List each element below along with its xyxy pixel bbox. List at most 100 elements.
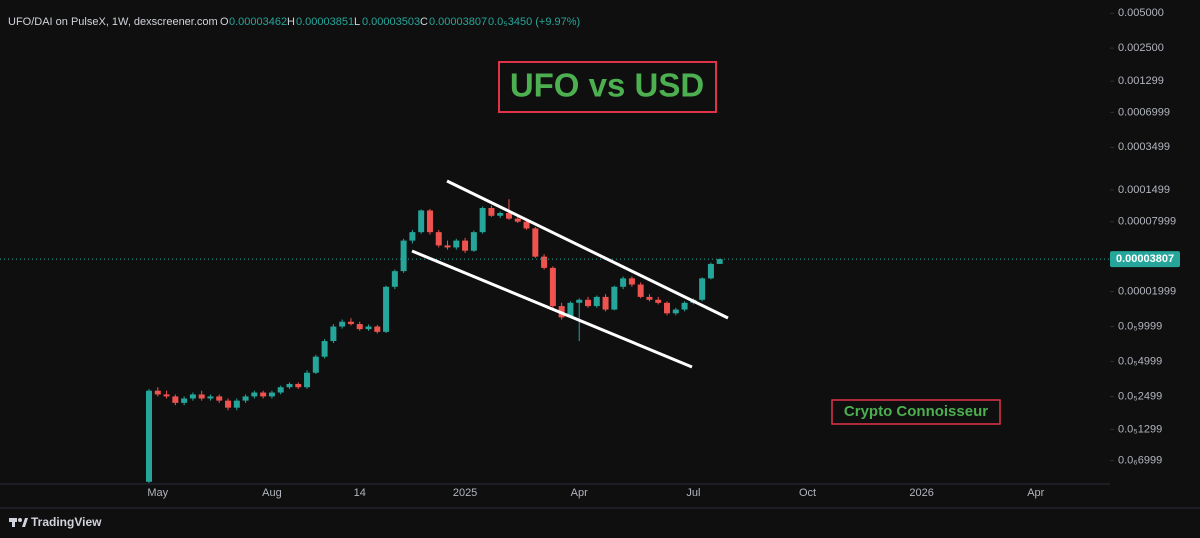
candle-body [707,263,714,279]
candle-body [699,278,706,300]
candle-body [207,396,214,399]
x-tick-label: Oct [799,487,816,499]
last-price-box [1110,251,1180,268]
header-change: 0.0₅3450 (+9.97%) [488,16,580,28]
header-value: 0.00003503 [362,16,420,28]
candle-body [576,299,583,303]
y-tick-label: 0.0₆6999 [1118,455,1162,467]
candle-body [365,326,372,330]
trend-line [411,249,693,369]
candle-body [312,356,319,373]
candle-body [523,221,530,229]
y-tick-label: 0.0₅9999 [1118,320,1162,332]
candle-body [611,286,618,310]
y-tick-label: 0.005000 [1118,7,1164,19]
x-tick-label: Apr [571,487,588,499]
header-symbol: UFO/DAI on PulseX, 1W, dexscreener.com [8,16,218,28]
x-tick-label: Aug [262,487,282,499]
candle-body [233,400,240,408]
candle-body [462,240,469,251]
candle-body [532,228,539,257]
candle-body [716,259,723,264]
candle-body [585,299,591,307]
candle-body [470,232,477,251]
y-tick-label: 0.00007999 [1118,216,1176,228]
candle-body [567,302,574,318]
candle-body [295,383,302,388]
candle-body [356,324,363,330]
candle-body [146,390,152,482]
candle-body [602,296,609,310]
y-tick-label: 0.001299 [1118,75,1164,87]
brand-logo [9,518,28,527]
candle-body [672,309,679,314]
candle-body [400,240,407,272]
candle-body [260,392,267,397]
candle-body [593,296,600,307]
candle-body [242,396,249,401]
candle-body [418,210,425,233]
plot-area [0,199,1110,483]
candle-body [321,341,328,357]
candle-body [251,392,258,397]
header-key: H [287,16,295,28]
y-tick-label: 0.0003499 [1118,141,1170,153]
header-key: L [354,16,360,28]
logo-shape [18,518,22,522]
candle-body [181,398,188,403]
annotation: Crypto Connoisseur [844,403,988,420]
title-box [498,61,717,113]
brand: TradingView [31,515,102,529]
x-tick-label: 14 [354,487,366,499]
header-value: 0.00003462 [229,16,287,28]
candle-body [655,299,662,303]
header-value: 0.00003807 [429,16,487,28]
candle-body [374,326,381,332]
x-tick-label: May [147,487,168,499]
header-key: O [220,16,229,28]
candle-body [225,400,232,408]
candle-body [620,278,627,287]
x-tick-label: Jul [686,487,700,499]
candle-body [435,232,442,246]
candle-body [664,302,671,314]
candle-body [549,267,556,307]
candle-body [628,278,635,285]
candle-body [409,232,416,241]
y-tick-label: 0.0₅1299 [1118,423,1162,435]
candle-body [189,394,196,399]
x-tick-label: 2025 [453,487,477,499]
candle-body [383,286,390,332]
chart-title: UFO vs USD [510,67,704,104]
candle-body [479,207,486,233]
annotation-box [831,399,1001,425]
candle-body [216,396,223,401]
candle-body [339,321,346,327]
candle-body [426,210,433,233]
candle-body [347,321,354,325]
candle-body [286,383,293,388]
candle-body [391,271,398,287]
y-tick-label: 0.0001499 [1118,184,1170,196]
y-tick-label: 0.0006999 [1118,106,1170,118]
candle-body [681,302,688,310]
candle-body [488,207,495,216]
y-tick-label: 0.0₅4999 [1118,355,1162,367]
candle-body [154,390,161,395]
trend-line [446,179,729,320]
candle-body [514,218,521,222]
logo-shape [22,518,28,527]
candle-body [172,396,179,403]
y-tick-label: 0.002500 [1118,42,1164,54]
x-tick-label: 2026 [909,487,933,499]
x-tick-label: Apr [1027,487,1044,499]
candle-body [646,296,653,300]
header-value: 0.00003851 [296,16,354,28]
candle-body [277,387,284,393]
candle-body [453,240,460,248]
candle-body [163,394,170,397]
y-tick-label: 0.0₅2499 [1118,390,1162,402]
candle-body [444,245,451,248]
candle-body [497,213,504,216]
